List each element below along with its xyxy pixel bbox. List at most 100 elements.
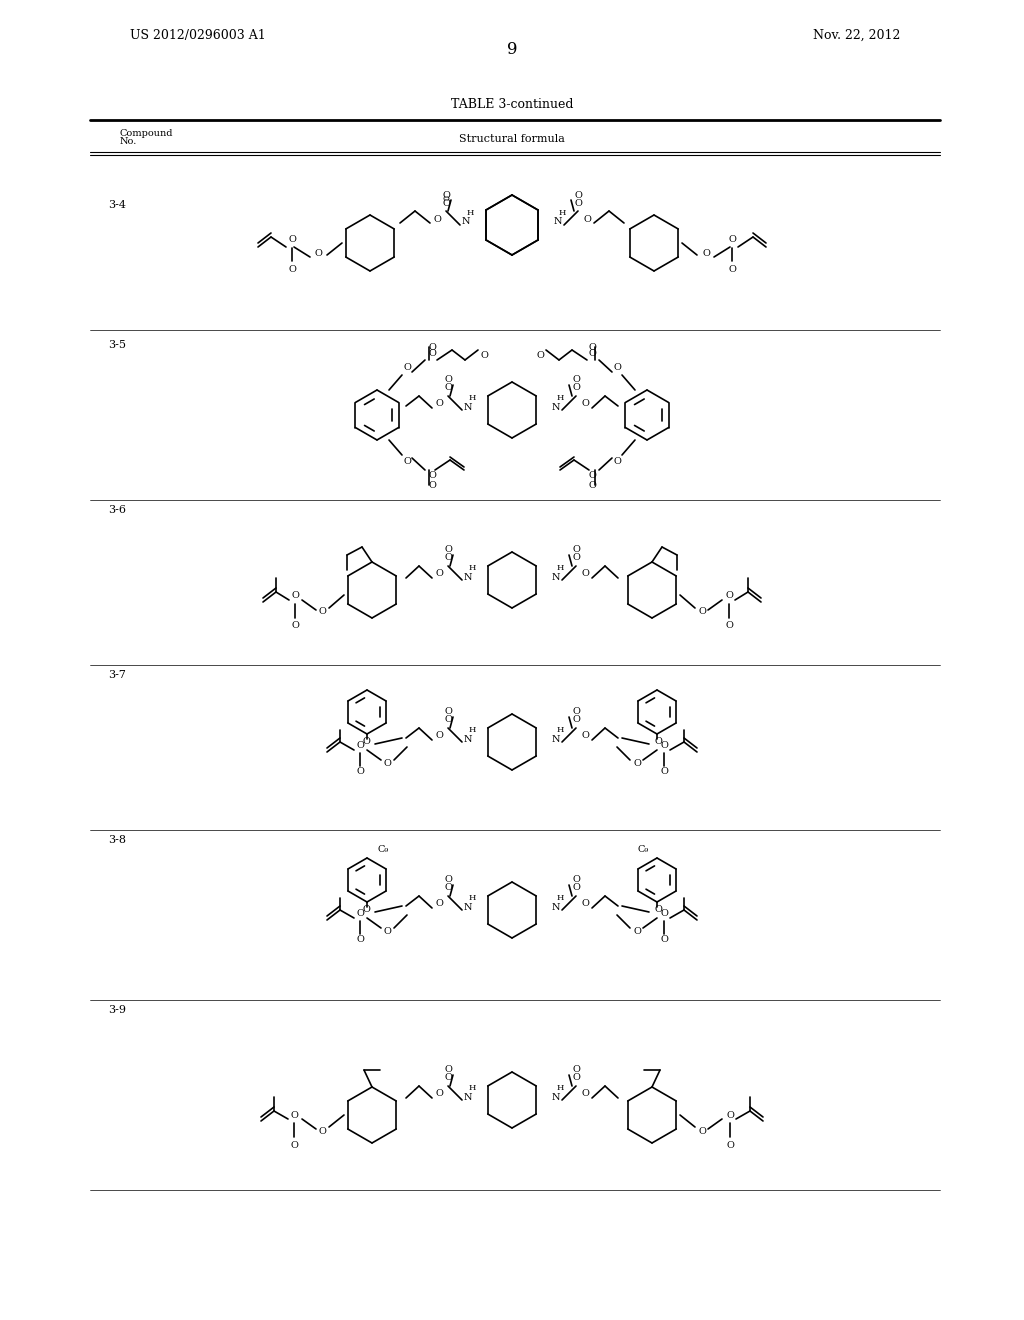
Text: O: O	[291, 590, 299, 599]
Text: O: O	[572, 375, 580, 384]
Text: O: O	[572, 875, 580, 884]
Text: 3-9: 3-9	[108, 1005, 126, 1015]
Text: O: O	[702, 248, 710, 257]
Text: O: O	[435, 899, 443, 908]
Text: No.: No.	[120, 137, 137, 147]
Text: O: O	[633, 928, 641, 936]
Text: 3-7: 3-7	[108, 671, 126, 680]
Text: O: O	[613, 458, 621, 466]
Text: O: O	[572, 384, 580, 392]
Text: Compound: Compound	[120, 128, 173, 137]
Text: O: O	[581, 899, 589, 908]
Text: O: O	[581, 1089, 589, 1098]
Text: O: O	[588, 480, 596, 490]
Text: O: O	[572, 883, 580, 892]
Text: O: O	[660, 936, 668, 945]
Text: O: O	[572, 715, 580, 725]
Text: O: O	[588, 342, 596, 351]
Text: O: O	[581, 569, 589, 578]
Text: O: O	[660, 908, 668, 917]
Text: O: O	[356, 908, 364, 917]
Text: H: H	[556, 564, 563, 572]
Text: O: O	[444, 715, 452, 725]
Text: O: O	[572, 545, 580, 554]
Text: O: O	[725, 590, 733, 599]
Text: H: H	[468, 1084, 476, 1092]
Text: O: O	[726, 1110, 734, 1119]
Text: O: O	[362, 738, 370, 747]
Text: O: O	[588, 348, 596, 358]
Text: N: N	[552, 734, 560, 743]
Text: 3-8: 3-8	[108, 836, 126, 845]
Text: H: H	[468, 564, 476, 572]
Text: O: O	[444, 875, 452, 884]
Text: H: H	[468, 894, 476, 902]
Text: O: O	[572, 708, 580, 717]
Text: O: O	[403, 363, 411, 372]
Text: O: O	[654, 738, 662, 747]
Text: O: O	[444, 384, 452, 392]
Text: O: O	[318, 607, 326, 616]
Text: O: O	[435, 1089, 443, 1098]
Text: O: O	[536, 351, 544, 359]
Text: O: O	[444, 708, 452, 717]
Text: O: O	[660, 767, 668, 776]
Text: O: O	[581, 731, 589, 741]
Text: O: O	[442, 195, 450, 203]
Text: H: H	[468, 393, 476, 403]
Text: O: O	[633, 759, 641, 768]
Text: O: O	[291, 620, 299, 630]
Text: 9: 9	[507, 41, 517, 58]
Text: O: O	[362, 906, 370, 915]
Text: N: N	[552, 403, 560, 412]
Text: O: O	[435, 400, 443, 408]
Text: N: N	[552, 903, 560, 912]
Text: O: O	[428, 342, 436, 351]
Text: H: H	[468, 726, 476, 734]
Text: N: N	[552, 1093, 560, 1101]
Text: O: O	[356, 936, 364, 945]
Text: O: O	[698, 1126, 706, 1135]
Text: O: O	[572, 1065, 580, 1074]
Text: O: O	[314, 248, 322, 257]
Text: O: O	[728, 235, 736, 243]
Text: O: O	[288, 264, 296, 273]
Text: H: H	[466, 209, 474, 216]
Text: O: O	[428, 348, 436, 358]
Text: O: O	[442, 198, 450, 207]
Text: N: N	[464, 903, 472, 912]
Text: O: O	[444, 883, 452, 892]
Text: Structural formula: Structural formula	[459, 135, 565, 144]
Text: O: O	[318, 1126, 326, 1135]
Text: C₉: C₉	[637, 846, 648, 854]
Text: O: O	[444, 545, 452, 554]
Text: Nov. 22, 2012: Nov. 22, 2012	[813, 29, 900, 41]
Text: N: N	[464, 1093, 472, 1101]
Text: N: N	[462, 218, 470, 227]
Text: N: N	[554, 218, 562, 227]
Text: O: O	[572, 1073, 580, 1082]
Text: O: O	[444, 1073, 452, 1082]
Text: O: O	[428, 470, 436, 479]
Text: O: O	[588, 470, 596, 479]
Text: O: O	[290, 1140, 298, 1150]
Text: N: N	[464, 734, 472, 743]
Text: O: O	[356, 767, 364, 776]
Text: O: O	[613, 363, 621, 372]
Text: O: O	[383, 759, 391, 768]
Text: H: H	[556, 393, 563, 403]
Text: O: O	[444, 1065, 452, 1074]
Text: O: O	[698, 607, 706, 616]
Text: O: O	[660, 741, 668, 750]
Text: O: O	[574, 190, 582, 199]
Text: O: O	[444, 375, 452, 384]
Text: O: O	[726, 1140, 734, 1150]
Text: O: O	[435, 569, 443, 578]
Text: O: O	[654, 906, 662, 915]
Text: O: O	[356, 741, 364, 750]
Text: TABLE 3-continued: TABLE 3-continued	[451, 99, 573, 111]
Text: H: H	[556, 894, 563, 902]
Text: 3-6: 3-6	[108, 506, 126, 515]
Text: O: O	[403, 458, 411, 466]
Text: O: O	[383, 928, 391, 936]
